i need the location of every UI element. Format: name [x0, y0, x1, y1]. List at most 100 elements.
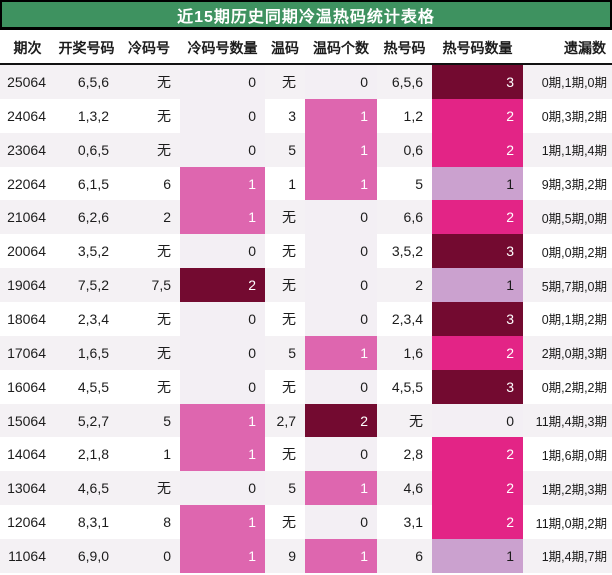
winning-numbers-cell: 1,3,2: [77, 107, 109, 124]
cold-count-cell: 0: [180, 335, 265, 370]
col-header-hot-number: 热号码: [383, 39, 426, 56]
warm-count-cell: 0: [305, 65, 377, 99]
hot-count-cell: 1: [432, 166, 523, 201]
table-title-bar: 近15期历史同期冷温热码统计表格: [0, 0, 612, 30]
winning-numbers-cell: 6,2,6: [77, 209, 109, 226]
cold-number-cell: 1: [163, 446, 171, 463]
hot-number-cell: 6,5,6: [391, 73, 423, 90]
hot-number-cell: 1,6: [403, 344, 423, 361]
table-row: 21064 6,2,6 2 1 无 0 6,6 2 0期,5期,0期: [0, 200, 612, 235]
warm-count-cell: 0: [305, 234, 377, 269]
omission-cell: 11期,4期,3期: [535, 415, 607, 430]
col-header-cold-count: 冷码号数量: [187, 39, 258, 56]
period-cell: 15064: [7, 412, 46, 429]
hot-number-cell: 4,5,5: [391, 378, 423, 395]
hot-count-cell: 1: [432, 268, 523, 303]
col-header-winning-numbers: 开奖号码: [58, 39, 115, 56]
col-header-warm-count: 温码个数: [313, 39, 369, 56]
hot-count-cell: 1: [432, 539, 523, 573]
winning-numbers-cell: 6,9,0: [77, 547, 109, 564]
winning-numbers-cell: 0,6,5: [77, 141, 109, 158]
omission-cell: 0期,3期,2期: [541, 110, 607, 125]
hot-count-cell: 0: [432, 403, 523, 438]
cold-count-cell: 1: [180, 505, 265, 540]
warm-number-cell: 5: [288, 141, 296, 158]
hot-count-cell: 3: [432, 65, 523, 99]
cold-number-cell: 无: [157, 310, 171, 327]
hot-count-cell: 2: [432, 132, 523, 167]
warm-number-cell: 无: [282, 446, 296, 463]
winning-numbers-cell: 4,5,5: [77, 378, 109, 395]
warm-number-cell: 3: [288, 107, 296, 124]
cold-count-cell: 0: [180, 98, 265, 133]
cold-count-cell: 0: [180, 302, 265, 336]
hot-number-cell: 0,6: [403, 141, 423, 158]
omission-cell: 1期,1期,4期: [541, 144, 607, 159]
table-row: 12064 8,3,1 8 1 无 0 3,1 2 11期,0期,2期: [0, 505, 612, 540]
warm-count-cell: 1: [305, 132, 377, 167]
winning-numbers-cell: 8,3,1: [77, 514, 109, 531]
warm-count-cell: 1: [305, 539, 377, 573]
omission-cell: 0期,1期,0期: [541, 76, 607, 91]
table-row: 23064 0,6,5 无 0 5 1 0,6 2 1期,1期,4期: [0, 132, 612, 167]
cold-number-cell: 无: [157, 141, 171, 158]
hot-number-cell: 2,8: [403, 446, 423, 463]
warm-number-cell: 5: [288, 344, 296, 361]
hot-number-cell: 3,5,2: [391, 243, 423, 260]
table-row: 15064 5,2,7 5 1 2,7 2 无 0 11期,4期,3期: [0, 403, 612, 438]
table-row: 20064 3,5,2 无 0 无 0 3,5,2 3 0期,0期,2期: [0, 234, 612, 269]
col-header-omission: 遗漏数: [564, 39, 606, 56]
warm-count-cell: 0: [305, 268, 377, 303]
table-row: 17064 1,6,5 无 0 5 1 1,6 2 2期,0期,3期: [0, 335, 612, 370]
warm-count-cell: 1: [305, 335, 377, 370]
warm-number-cell: 1: [288, 175, 296, 192]
period-cell: 19064: [7, 277, 46, 294]
omission-cell: 0期,5期,0期: [541, 211, 607, 226]
warm-number-cell: 无: [282, 378, 296, 395]
winning-numbers-cell: 2,1,8: [77, 446, 109, 463]
period-cell: 23064: [7, 141, 46, 158]
warm-count-cell: 0: [305, 437, 377, 472]
table-row: 16064 4,5,5 无 0 无 0 4,5,5 3 0期,2期,2期: [0, 369, 612, 404]
cold-count-cell: 0: [180, 65, 265, 99]
table-row: 19064 7,5,2 7,5 2 无 0 2 1 5期,7期,0期: [0, 268, 612, 303]
period-cell: 13064: [7, 480, 46, 497]
period-cell: 25064: [7, 73, 46, 90]
table-row: 18064 2,3,4 无 0 无 0 2,3,4 3 0期,1期,2期: [0, 302, 612, 336]
warm-number-cell: 无: [282, 209, 296, 226]
hot-count-cell: 2: [432, 471, 523, 506]
col-header-cold-number: 冷码号: [128, 39, 170, 56]
cold-count-cell: 1: [180, 539, 265, 573]
hot-number-cell: 6: [415, 547, 423, 564]
period-cell: 14064: [7, 446, 46, 463]
table-body: 25064 6,5,6 无 0 无 0 6,5,6 3 0期,1期,0期 24064 1,3,2 无 0…: [0, 65, 612, 573]
omission-cell: 1期,2期,3期: [541, 482, 607, 497]
omission-cell: 1期,6期,0期: [541, 448, 607, 463]
hot-number-cell: 6,6: [403, 209, 423, 226]
warm-count-cell: 2: [305, 403, 377, 438]
warm-count-cell: 1: [305, 98, 377, 133]
winning-numbers-cell: 6,1,5: [77, 175, 109, 192]
table-row: 11064 6,9,0 0 1 9 1 6 1 1期,4期,7期: [0, 539, 612, 573]
period-cell: 22064: [7, 175, 46, 192]
winning-numbers-cell: 7,5,2: [77, 277, 109, 294]
cold-count-cell: 1: [180, 166, 265, 201]
omission-cell: 5期,7期,0期: [541, 279, 607, 294]
table-row: 24064 1,3,2 无 0 3 1 1,2 2 0期,3期,2期: [0, 98, 612, 133]
omission-cell: 11期,0期,2期: [535, 516, 607, 531]
col-header-period: 期次: [13, 39, 42, 56]
warm-count-cell: 0: [305, 369, 377, 404]
cold-number-cell: 6: [163, 175, 171, 192]
cold-number-cell: 5: [163, 412, 171, 429]
hot-count-cell: 2: [432, 335, 523, 370]
period-cell: 18064: [7, 310, 46, 327]
omission-cell: 1期,4期,7期: [541, 550, 607, 565]
cold-number-cell: 2: [163, 209, 171, 226]
cold-count-cell: 0: [180, 471, 265, 506]
warm-count-cell: 0: [305, 302, 377, 336]
hot-number-cell: 4,6: [403, 480, 423, 497]
winning-numbers-cell: 4,6,5: [77, 480, 109, 497]
period-cell: 12064: [7, 514, 46, 531]
cold-number-cell: 无: [157, 480, 171, 497]
